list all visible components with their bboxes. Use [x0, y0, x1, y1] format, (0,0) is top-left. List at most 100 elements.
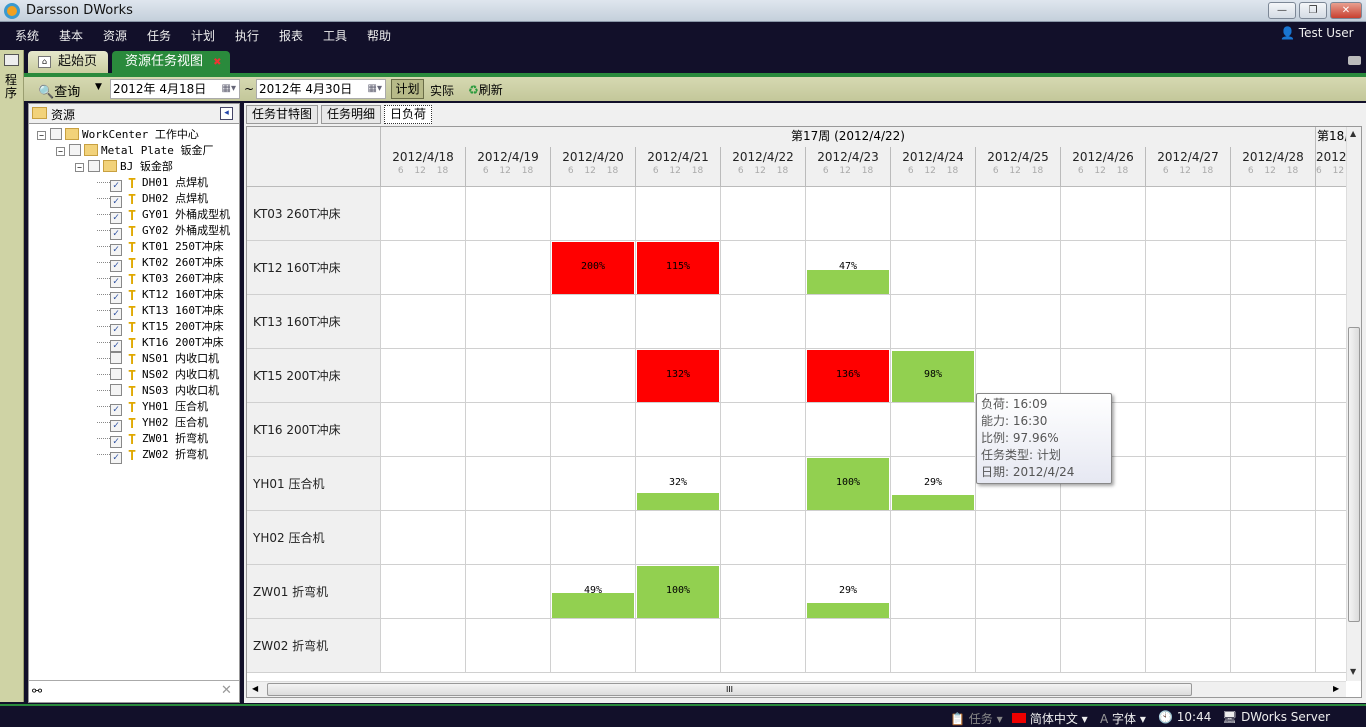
tree-checkbox[interactable]: ✓: [110, 404, 122, 416]
tree-node[interactable]: ✓ T KT03 260T冲床: [97, 271, 224, 288]
tree-node[interactable]: − BJ 钣金部: [75, 159, 173, 175]
collapse-icon[interactable]: −: [75, 163, 84, 172]
collapse-icon[interactable]: −: [56, 147, 65, 156]
tree-checkbox[interactable]: ✓: [110, 180, 122, 192]
tree-node[interactable]: ✓ T ZW02 折弯机: [97, 447, 208, 464]
tree-node[interactable]: ✓ T YH01 压合机: [97, 399, 208, 416]
tree-checkbox[interactable]: ✓: [110, 196, 122, 208]
vertical-scrollbar[interactable]: ▲ ▼: [1346, 127, 1361, 681]
tree-node[interactable]: ✓ T GY01 外桶成型机: [97, 207, 230, 224]
tree-checkbox[interactable]: ✓: [110, 452, 122, 464]
load-bar[interactable]: [637, 350, 719, 402]
menu-item[interactable]: 报表: [279, 29, 304, 43]
load-bar[interactable]: [552, 593, 634, 618]
horizontal-scrollbar[interactable]: ◀ III ▶: [247, 681, 1346, 697]
tree-checkbox[interactable]: ✓: [110, 244, 122, 256]
tree-node[interactable]: ✓ T KT16 200T冲床: [97, 335, 224, 352]
load-bar[interactable]: [807, 458, 889, 510]
load-bar[interactable]: [807, 603, 889, 618]
load-bar[interactable]: [892, 351, 974, 402]
view-tab-gantt[interactable]: 任务甘特图: [246, 105, 319, 124]
tree-checkbox[interactable]: [110, 384, 122, 396]
close-tab-icon[interactable]: ✖: [213, 57, 222, 68]
scroll-left-icon[interactable]: ◀: [252, 684, 259, 693]
menu-item[interactable]: 资源: [103, 29, 128, 43]
tree-node[interactable]: ✓ T KT01 250T冲床: [97, 239, 224, 256]
restore-button[interactable]: ❐: [1299, 2, 1327, 19]
resource-row-label[interactable]: ZW02 折弯机: [247, 619, 380, 673]
menu-item[interactable]: 系统: [15, 29, 40, 43]
vertical-scroll-thumb[interactable]: [1348, 327, 1360, 622]
tab-resource-task-view[interactable]: 资源任务视图 ✖: [112, 51, 230, 74]
menu-item[interactable]: 执行: [235, 29, 260, 43]
tree-node[interactable]: ✓ T KT12 160T冲床: [97, 287, 224, 304]
tree-checkbox[interactable]: [50, 128, 62, 140]
tree-node[interactable]: − WorkCenter 工作中心: [37, 127, 199, 143]
tree-node[interactable]: ✓ T GY02 外桶成型机: [97, 223, 230, 240]
tree-checkbox[interactable]: [110, 352, 122, 364]
resource-row-label[interactable]: KT15 200T冲床: [247, 349, 380, 403]
tree-checkbox[interactable]: [88, 160, 100, 172]
user-menu[interactable]: 👤 Test User: [1280, 26, 1354, 40]
tree-checkbox[interactable]: ✓: [110, 308, 122, 320]
tree-checkbox[interactable]: ✓: [110, 276, 122, 288]
menu-item[interactable]: 计划: [191, 29, 216, 43]
task-status-menu[interactable]: 📋 任务 ▾: [950, 712, 1003, 726]
tree-checkbox[interactable]: ✓: [110, 212, 122, 224]
resource-row-label[interactable]: ZW01 折弯机: [247, 565, 380, 619]
tree-checkbox[interactable]: ✓: [110, 292, 122, 304]
resource-row-label[interactable]: KT03 260T冲床: [247, 187, 380, 241]
tree-search-input[interactable]: [47, 683, 217, 699]
load-bar[interactable]: [892, 495, 974, 510]
tree-node[interactable]: ✓ T DH01 点焊机: [97, 175, 208, 192]
view-tab-detail[interactable]: 任务明细: [321, 105, 382, 124]
tree-node[interactable]: T NS01 内收口机: [97, 351, 219, 367]
scroll-down-icon[interactable]: ▼: [1350, 667, 1357, 676]
scroll-up-icon[interactable]: ▲: [1350, 129, 1357, 138]
query-dropdown-chevron-icon[interactable]: ▼: [95, 82, 102, 92]
load-bar[interactable]: [637, 566, 719, 618]
calendar-dropdown-icon[interactable]: ▦▾: [367, 83, 382, 94]
start-date-picker[interactable]: 2012年 4月18日 ▦▾: [110, 79, 240, 99]
tree-node[interactable]: ✓ T YH02 压合机: [97, 415, 208, 432]
menu-item[interactable]: 任务: [147, 29, 172, 43]
actual-toggle[interactable]: 实际: [430, 84, 455, 98]
resource-row-label[interactable]: KT13 160T冲床: [247, 295, 380, 349]
window-list-icon[interactable]: [1348, 56, 1361, 65]
tree-node[interactable]: T NS02 内收口机: [97, 367, 219, 383]
font-menu[interactable]: A 字体 ▾: [1100, 712, 1146, 726]
load-bar[interactable]: [637, 493, 719, 510]
menu-item[interactable]: 基本: [59, 29, 84, 43]
tree-checkbox[interactable]: ✓: [110, 340, 122, 352]
end-date-picker[interactable]: 2012年 4月30日 ▦▾: [256, 79, 386, 99]
minimize-button[interactable]: —: [1268, 2, 1296, 19]
refresh-button[interactable]: ♻刷新: [468, 83, 503, 97]
tree-checkbox[interactable]: ✓: [110, 436, 122, 448]
language-menu[interactable]: 简体中文 ▾: [1012, 710, 1088, 727]
horizontal-scroll-thumb[interactable]: III: [267, 683, 1192, 696]
tree-node[interactable]: ✓ T KT15 200T冲床: [97, 319, 224, 336]
tree-checkbox[interactable]: ✓: [110, 228, 122, 240]
tree-checkbox[interactable]: [110, 368, 122, 380]
tree-node[interactable]: ✓ T KT13 160T冲床: [97, 303, 224, 320]
tree-checkbox[interactable]: ✓: [110, 324, 122, 336]
scroll-right-icon[interactable]: ▶: [1333, 684, 1340, 693]
tree-node[interactable]: − Metal Plate 钣金厂: [56, 143, 213, 159]
query-button[interactable]: 🔍查询: [38, 85, 81, 100]
load-bar[interactable]: [807, 350, 889, 402]
view-tab-daily-load[interactable]: 日负荷: [384, 105, 433, 124]
resource-row-label[interactable]: YH02 压合机: [247, 511, 380, 565]
clear-search-icon[interactable]: ✕: [221, 683, 232, 698]
menu-item[interactable]: 工具: [323, 29, 348, 43]
resource-row-label[interactable]: KT16 200T冲床: [247, 403, 380, 457]
collapse-panel-button[interactable]: ◂: [220, 107, 233, 120]
tree-node[interactable]: ✓ T ZW01 折弯机: [97, 431, 208, 448]
collapse-icon[interactable]: −: [37, 131, 46, 140]
resource-row-label[interactable]: YH01 压合机: [247, 457, 380, 511]
tree-checkbox[interactable]: ✓: [110, 420, 122, 432]
menu-item[interactable]: 帮助: [367, 29, 392, 43]
program-side-strip[interactable]: 程序: [0, 50, 24, 702]
load-bar[interactable]: [552, 242, 634, 294]
calendar-dropdown-icon[interactable]: ▦▾: [221, 83, 236, 94]
tree-node[interactable]: ✓ T DH02 点焊机: [97, 191, 208, 208]
